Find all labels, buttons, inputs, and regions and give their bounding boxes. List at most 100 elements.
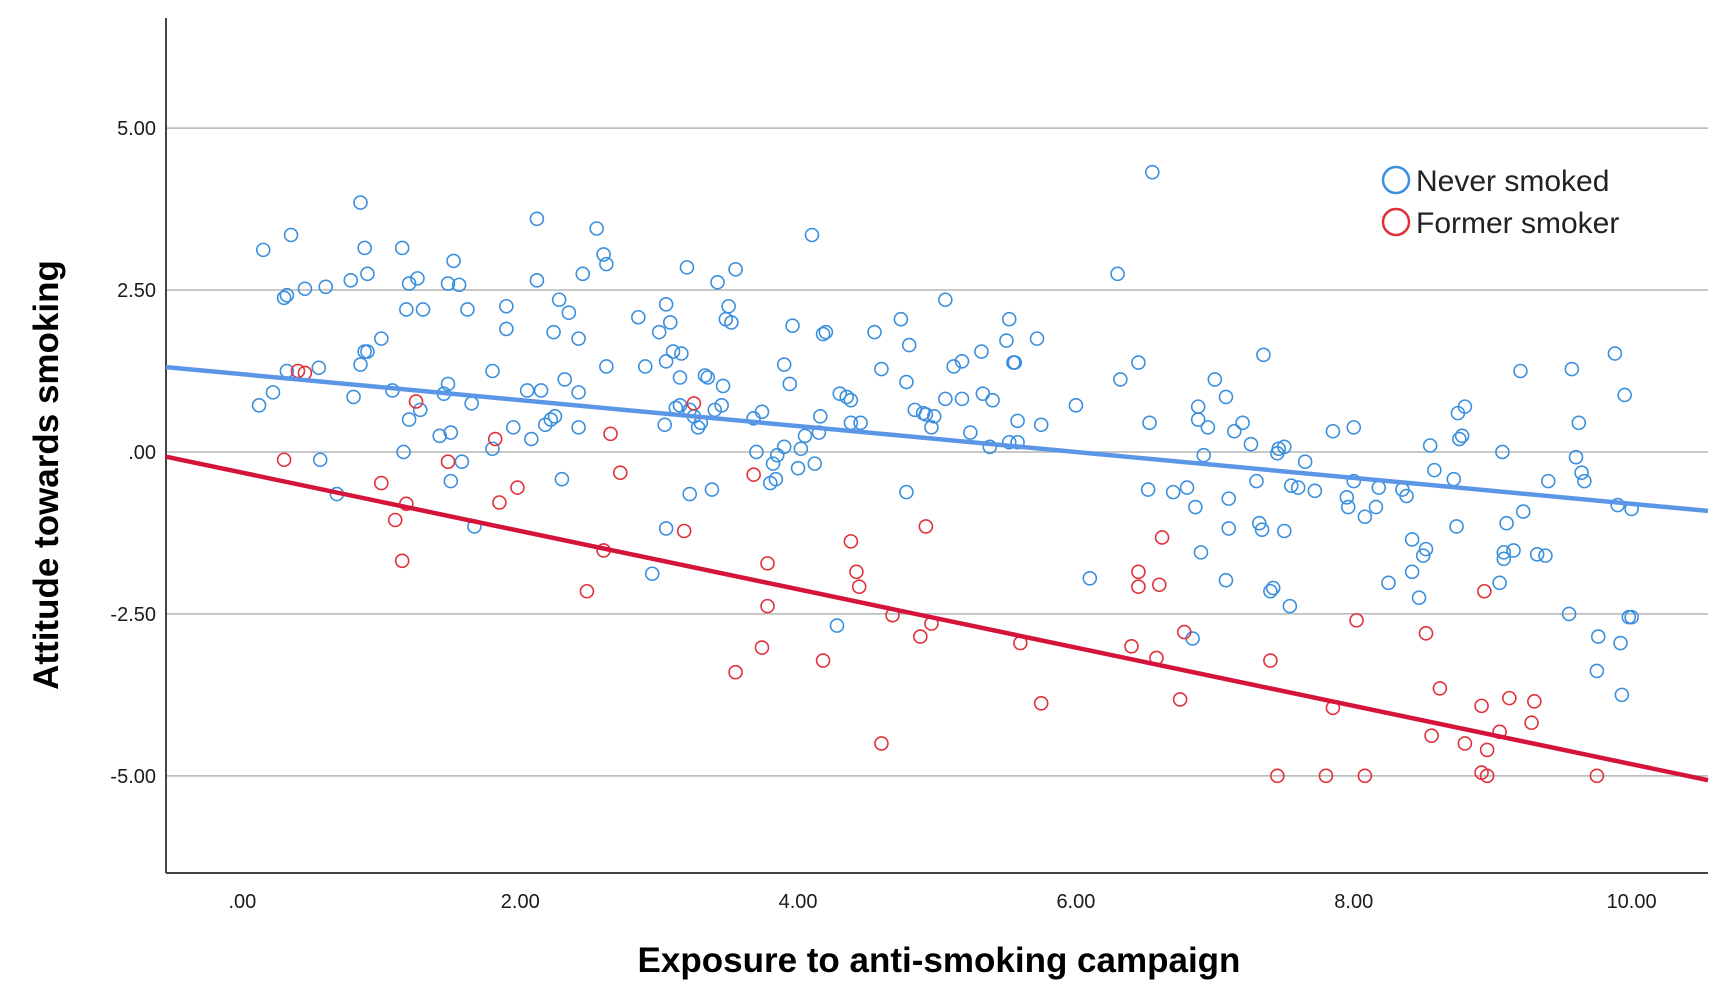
data-point: [1340, 499, 1356, 515]
data-point: [1422, 438, 1438, 453]
data-point: [353, 195, 368, 210]
data-point: [353, 357, 368, 372]
data-point: [815, 653, 831, 668]
data-point: [603, 426, 618, 442]
data-point: [851, 579, 867, 595]
data-point: [749, 444, 764, 460]
data-point: [843, 392, 859, 408]
data-point: [1142, 415, 1157, 431]
data-point: [765, 456, 781, 471]
data-point: [1256, 347, 1271, 363]
data-point: [276, 452, 292, 468]
data-point: [255, 242, 271, 258]
data-point: [557, 372, 572, 387]
data-point: [1001, 311, 1017, 327]
data-point: [460, 302, 475, 317]
data-point: [679, 260, 695, 275]
data-point: [533, 383, 549, 398]
data-point: [637, 359, 653, 374]
data-point: [612, 465, 628, 481]
data-point: [543, 412, 559, 427]
data-point: [1529, 547, 1545, 562]
tick-labels: 5.00 2.50 .00 -2.50 -5.00 .00 2.00 4.00 6.00 8.00…: [110, 118, 1656, 913]
data-point: [1349, 613, 1364, 628]
data-point: [396, 444, 411, 460]
data-point: [1254, 522, 1270, 538]
y-tick-label: 2.50: [117, 280, 156, 302]
data-point: [1140, 482, 1156, 497]
data-point: [1124, 638, 1139, 654]
data-point: [686, 396, 702, 411]
data-point: [1290, 480, 1306, 495]
y-axis-title: Attitude towards smoking: [27, 260, 66, 690]
data-point: [519, 383, 535, 398]
data-point: [1339, 490, 1355, 505]
data-point: [394, 240, 410, 256]
data-point: [343, 273, 359, 288]
data-point: [746, 467, 761, 482]
data-point: [251, 398, 267, 413]
data-point: [399, 302, 414, 317]
data-point: [899, 374, 914, 390]
data-point: [651, 324, 667, 340]
data-point: [599, 256, 614, 272]
data-point: [311, 360, 327, 376]
data-point: [1001, 434, 1017, 450]
data-point: [1418, 541, 1434, 557]
data-point: [360, 344, 375, 359]
data-point: [499, 298, 514, 314]
data-point: [1513, 363, 1528, 379]
data-point: [893, 311, 909, 327]
data-point: [546, 324, 561, 340]
data-point: [1571, 415, 1587, 431]
data-point: [768, 471, 784, 487]
data-point: [1577, 473, 1592, 489]
data-point: [901, 337, 917, 353]
data-point: [265, 385, 281, 400]
data-point: [1218, 389, 1234, 405]
data-point: [346, 389, 361, 405]
data-point: [412, 402, 428, 418]
x-tick-label: 10.00: [1607, 891, 1657, 913]
data-point: [1574, 465, 1589, 481]
data-point: [1457, 736, 1473, 751]
data-point: [938, 391, 953, 407]
data-point: [843, 534, 859, 549]
y-tick-label: -5.00: [110, 766, 156, 788]
data-point: [913, 629, 928, 644]
data-point: [571, 331, 586, 346]
data-point: [1307, 483, 1323, 499]
data-point: [440, 376, 456, 392]
data-point: [804, 227, 820, 243]
data-point: [1207, 372, 1223, 387]
data-point: [1479, 768, 1495, 784]
data-point: [1263, 653, 1278, 668]
data-point: [1589, 663, 1605, 679]
data-point: [599, 359, 614, 374]
data-point: [529, 273, 545, 288]
data-point: [760, 556, 775, 571]
data-point: [1415, 548, 1431, 563]
data-point: [1243, 436, 1259, 452]
data-point: [1033, 417, 1049, 433]
data-point: [551, 292, 567, 308]
data-point: [1404, 564, 1420, 580]
data-point: [1325, 423, 1341, 439]
data-point: [312, 452, 328, 468]
data-point: [1172, 692, 1188, 707]
data-point: [571, 420, 586, 435]
data-point: [1457, 399, 1473, 414]
data-point: [631, 309, 646, 325]
data-point: [1221, 521, 1237, 536]
legend-label-former-smoker: Former smoker: [1416, 207, 1619, 240]
data-point: [374, 475, 389, 491]
data-point: [524, 431, 539, 447]
data-point: [697, 368, 713, 383]
data-point: [797, 428, 813, 444]
data-point: [589, 221, 604, 236]
data-point: [1477, 583, 1492, 599]
x-tick-label: .00: [228, 891, 256, 913]
data-point: [1249, 473, 1264, 489]
data-point: [537, 417, 553, 433]
data-point: [832, 386, 848, 401]
